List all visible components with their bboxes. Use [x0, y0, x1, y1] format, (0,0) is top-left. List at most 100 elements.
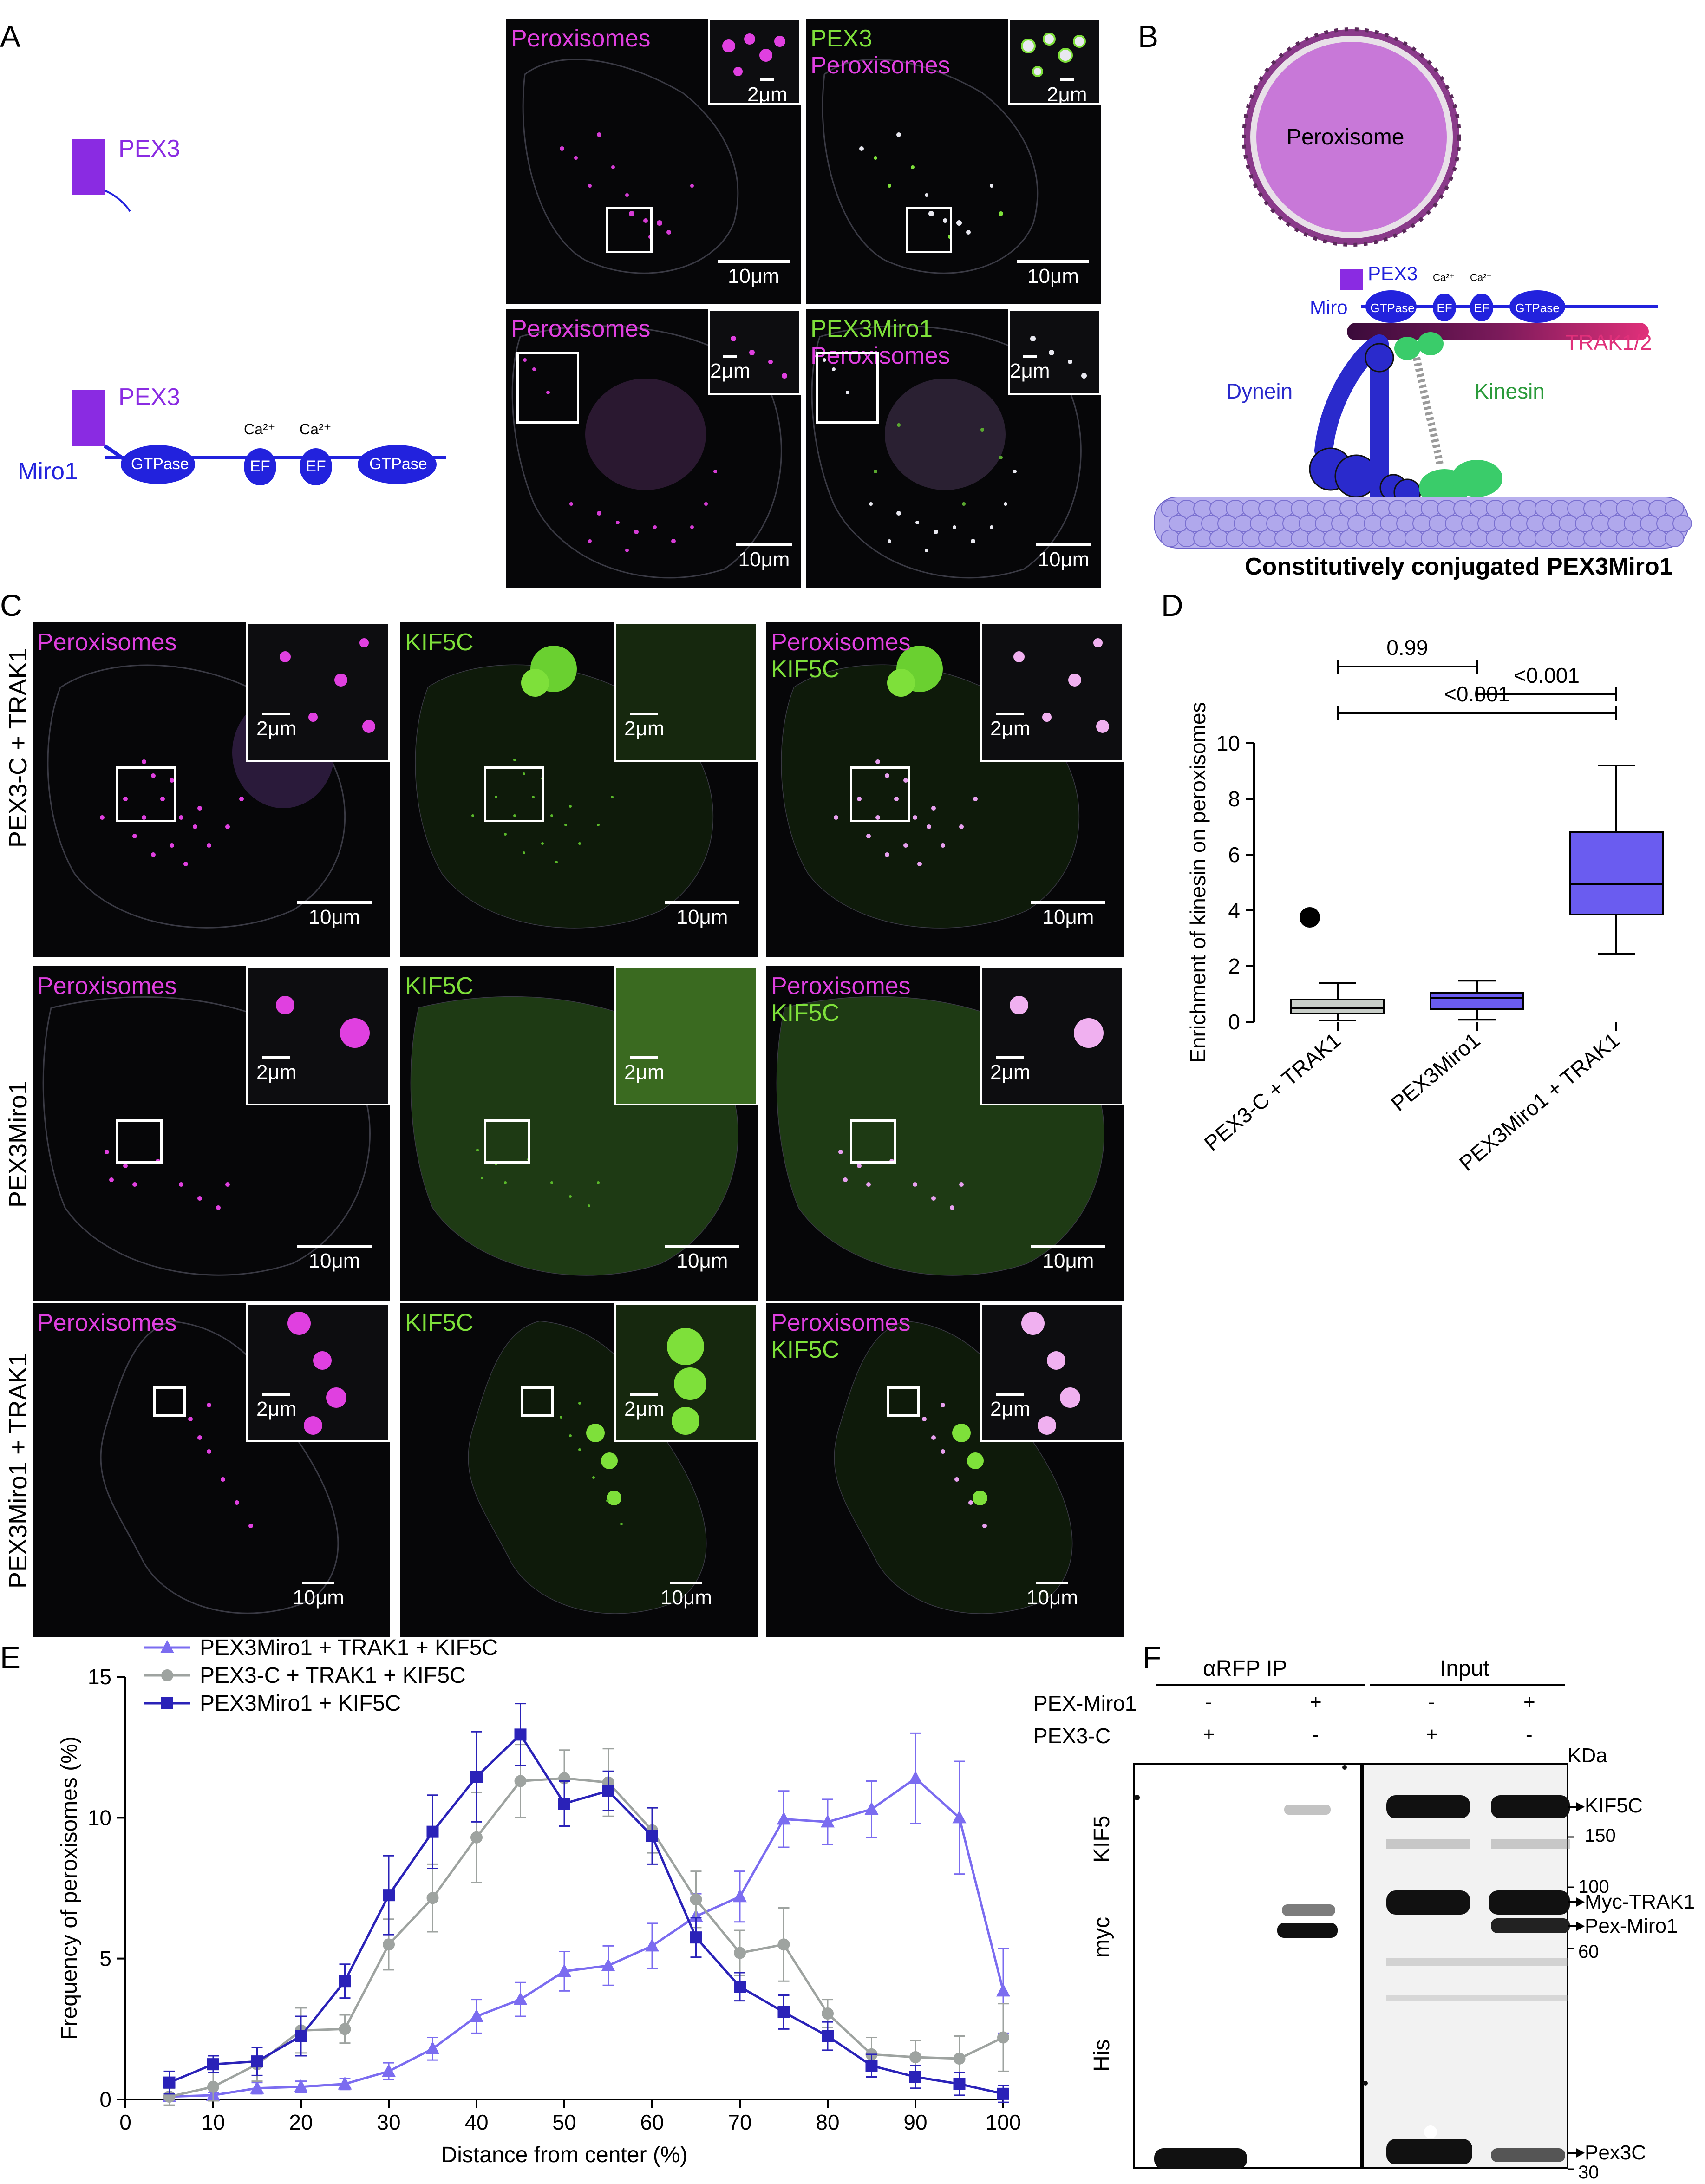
roi-box: [521, 1386, 554, 1417]
channel-label-green: PEX3: [810, 25, 872, 52]
outlier-point: [1300, 907, 1320, 928]
row-label-3: PEX3Miro1 + TRAK1: [4, 1353, 32, 1589]
micrograph-a-peroxisomes-1: Peroxisomes 2μm 10μm: [506, 19, 801, 304]
roi-box: [116, 1119, 163, 1164]
signal-spot: [941, 1403, 945, 1407]
channel-label: Peroxisomes: [37, 973, 177, 1000]
signal-spot: [359, 638, 369, 647]
signal-spot: [1060, 1387, 1080, 1408]
signal-spot: [931, 1435, 936, 1440]
scale-bar: 10μm: [660, 1582, 712, 1609]
x-tick-label: 90: [903, 2110, 927, 2134]
row2-value-2: -: [1312, 1723, 1319, 1746]
inset-zoom: 2μm: [1008, 19, 1101, 105]
ca-label-1: Ca²⁺: [244, 421, 276, 438]
channel-label: KIF5C: [405, 1309, 474, 1336]
band-label-pex3c: Pex3C: [1585, 2141, 1646, 2164]
data-point: [777, 2006, 790, 2018]
signal-spot: [597, 1181, 600, 1184]
blot-label-kif5: KIF5: [1090, 1815, 1114, 1863]
roi-box: [887, 1386, 920, 1417]
inset-scale-label: 2μm: [256, 1061, 297, 1084]
signal-spot: [857, 797, 862, 801]
signal-spot: [592, 1476, 595, 1479]
y-tick-label: 2: [1228, 954, 1240, 978]
line-chart: 0 5 10 15 0 10 20 30 40 50 60 70 80 90 100 Distance fro…: [57, 1635, 1021, 2167]
inset-scale-bar: 2μm: [990, 713, 1030, 740]
signal-spot: [334, 674, 347, 687]
marker-100: 100: [1578, 1877, 1609, 1897]
input-underline: [1370, 1684, 1565, 1686]
cell-image: [468, 1321, 707, 1614]
micrograph-c-r1-c2: KIF5C 2μm 10μm: [400, 622, 758, 957]
data-point: [646, 1830, 658, 1842]
x-tick-label: 30: [377, 2110, 400, 2134]
signal-spot: [560, 1416, 562, 1419]
signal-spot: [287, 1312, 311, 1335]
signal-spot: [541, 842, 544, 845]
data-point: [163, 2076, 176, 2089]
inset-scale-label: 2μm: [624, 1398, 665, 1420]
signal-spot: [550, 1181, 553, 1184]
data-point: [426, 1825, 439, 1838]
inset-zoom: 2μm: [980, 966, 1124, 1105]
signal-spot: [179, 1182, 183, 1187]
scale-bar: 10μm: [665, 901, 739, 929]
data-point: [601, 1958, 615, 1971]
blot-image: [1133, 1763, 1585, 2170]
signal-spot: [197, 1435, 202, 1440]
signal-spot: [179, 815, 183, 820]
inset-zoom: 2μm: [246, 622, 390, 762]
signal-spot: [1021, 1312, 1045, 1335]
data-point: [734, 1981, 746, 1993]
category-label: PEX3Miro1: [1386, 1028, 1485, 1116]
legend-label: PEX3Miro1 + TRAK1 + KIF5C: [200, 1635, 498, 1660]
panel-letter-e: E: [0, 1640, 21, 1674]
inset-scale-label: 2μm: [990, 717, 1031, 740]
scale-bar: 10μm: [718, 260, 790, 288]
data-point: [338, 2076, 352, 2090]
tubulin-subunit: [1665, 530, 1684, 547]
row-label-2: PEX3Miro1: [4, 1080, 32, 1208]
signal-spot: [1093, 638, 1103, 647]
signal-spot: [132, 834, 137, 838]
data-point: [339, 1975, 351, 1988]
inset-scale-bar: 2μm: [624, 1056, 664, 1084]
y-tick-label: 5: [99, 1947, 111, 1971]
data-point: [777, 1811, 791, 1825]
cell-image: [511, 325, 782, 579]
data-point: [470, 1831, 483, 1844]
signal-spot: [216, 1205, 221, 1210]
signal-spot: [1074, 1018, 1104, 1048]
signal-spot: [132, 1182, 137, 1187]
inset-scale-label: 2μm: [1010, 360, 1050, 382]
data-point: [514, 1775, 527, 1787]
signal-spot: [151, 773, 156, 778]
signal-spot: [471, 814, 474, 817]
data-point: [425, 2041, 440, 2054]
legend-marker: [160, 1640, 174, 1653]
scale-label: 10μm: [1042, 906, 1094, 929]
signal-spot: [586, 1424, 605, 1442]
data-point: [383, 1938, 395, 1951]
row1-value-1: -: [1205, 1691, 1212, 1713]
data-point: [996, 1983, 1010, 1997]
signal-spot: [523, 851, 525, 854]
signal-spot: [569, 1434, 572, 1437]
micrograph-c-r3-c3: Peroxisomes KIF5C 2μm 10μm: [766, 1303, 1124, 1637]
micrograph-a-pex3miro1: PEX3Miro1 Peroxisomes 2μm 10μm: [806, 309, 1101, 588]
x-tick-label: 40: [464, 2110, 488, 2134]
row1-value-4: +: [1523, 1691, 1535, 1713]
panel-letter-d: D: [1161, 588, 1183, 622]
scale-label: 10μm: [728, 265, 779, 288]
y-tick-label: 6: [1228, 843, 1240, 867]
trak-label: TRAK1/2: [1565, 330, 1652, 354]
inset-scale-label: 2μm: [1047, 83, 1087, 105]
micrograph-c-r2-c2: KIF5C 2μm 10μm: [400, 966, 758, 1301]
signal-spot: [523, 772, 525, 775]
miro1-label: Miro1: [18, 458, 78, 485]
inset-scale-bar: 2μm: [1047, 78, 1087, 105]
data-point: [294, 2079, 308, 2092]
scale-label: 10μm: [308, 1249, 360, 1272]
